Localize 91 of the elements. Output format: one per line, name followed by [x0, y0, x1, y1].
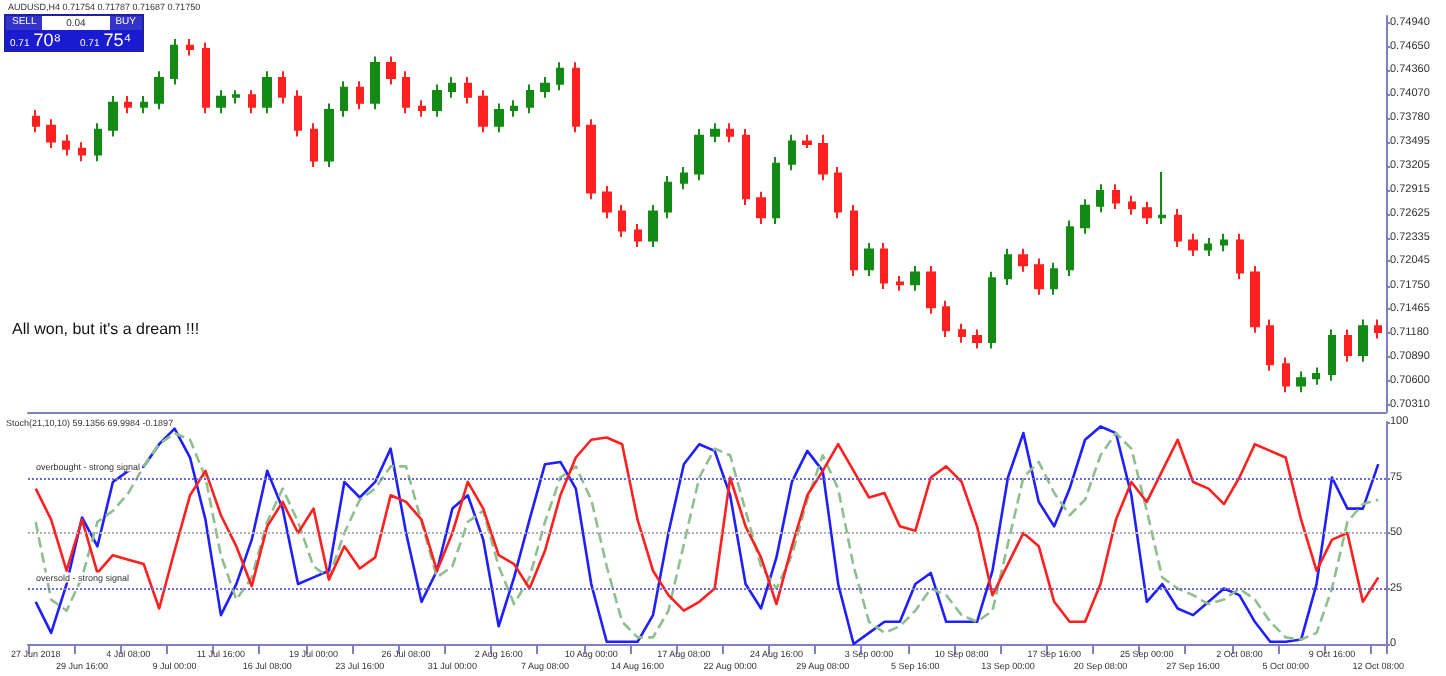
candlestick [1018, 247, 1028, 273]
candlestick [94, 122, 102, 163]
candlestick [1358, 318, 1368, 363]
candlestick [1004, 247, 1012, 286]
candlestick [262, 70, 272, 115]
candlestick [78, 141, 86, 163]
candlestick [478, 89, 488, 134]
candlestick [432, 83, 442, 118]
candlestick [1174, 208, 1182, 248]
candlestick [1282, 356, 1290, 394]
candlestick [1096, 183, 1104, 214]
candlestick [1188, 232, 1198, 258]
candlestick [1328, 328, 1336, 382]
candlestick [310, 122, 318, 168]
candlestick [1250, 264, 1260, 334]
candlestick [864, 241, 874, 277]
candlestick [248, 89, 256, 115]
candlestick [1266, 318, 1274, 372]
candlestick [464, 76, 472, 105]
candlestick [586, 118, 596, 201]
candlestick [850, 203, 858, 277]
candlestick [1050, 261, 1058, 296]
candlestick [988, 270, 996, 350]
candlestick [32, 109, 40, 134]
candlestick [1158, 170, 1166, 225]
candlestick [46, 118, 56, 149]
candlestick [418, 99, 426, 118]
candlestick [710, 122, 720, 144]
candlestick [694, 128, 704, 182]
candlestick [140, 95, 148, 115]
candlestick [1034, 257, 1044, 296]
candlestick [186, 38, 194, 57]
candlestick [834, 165, 842, 220]
candlestick [802, 133, 812, 149]
candlestick [1296, 370, 1306, 394]
candlestick [634, 222, 642, 248]
candlestick [958, 322, 966, 344]
candlestick [402, 70, 410, 115]
candlestick [1374, 318, 1382, 340]
candlestick [294, 89, 302, 138]
candlestick [818, 133, 828, 182]
candlestick [1128, 194, 1136, 216]
candlestick [448, 76, 456, 99]
candlestick [202, 41, 210, 115]
candlestick [386, 55, 396, 86]
candlestick [572, 61, 580, 134]
candlestick [356, 80, 364, 111]
candlestick [1312, 366, 1320, 386]
candlestick [216, 89, 226, 115]
candlestick [788, 133, 796, 172]
candlestick [370, 55, 380, 111]
candlestick [278, 70, 286, 105]
candlestick [170, 38, 178, 86]
candlestick [540, 76, 550, 99]
candlestick [618, 203, 626, 239]
candlestick [494, 102, 504, 134]
candlestick [926, 264, 936, 315]
candlestick [972, 328, 982, 350]
candlestick [726, 122, 734, 144]
candlestick [772, 156, 780, 225]
annotation: 75⁴ [103, 30, 132, 50]
candlestick [1080, 198, 1090, 235]
candlestick [108, 95, 118, 138]
annotation: All won, but it's a dream !!! [12, 320, 200, 338]
candlestick [742, 128, 750, 206]
candlestick [324, 102, 334, 168]
candlestick [232, 89, 240, 105]
candlestick [1344, 328, 1352, 363]
annotation: 70⁸ [33, 30, 62, 50]
candlestick [526, 83, 534, 115]
candlestick [910, 264, 920, 292]
candlestick [154, 70, 164, 111]
candlestick [1204, 236, 1212, 258]
candlestick [648, 203, 658, 248]
candlestick [664, 175, 672, 220]
candlestick [680, 165, 688, 191]
candlestick [942, 299, 950, 338]
candlestick [1142, 200, 1152, 225]
candlestick [1236, 232, 1244, 281]
candlestick [880, 241, 888, 291]
candlestick [510, 99, 518, 118]
candlestick [1220, 232, 1228, 253]
candlestick [602, 184, 612, 220]
candlestick [62, 133, 70, 157]
candlestick [124, 95, 132, 115]
candlestick [556, 61, 564, 92]
candlestick [1112, 183, 1120, 211]
candlestick [756, 190, 766, 225]
candlestick [896, 274, 904, 292]
candlestick [340, 80, 348, 118]
candlestick [1066, 219, 1074, 277]
